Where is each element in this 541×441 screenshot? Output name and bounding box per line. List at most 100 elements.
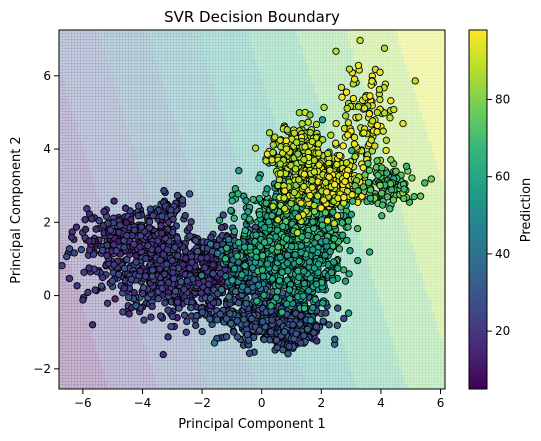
surface-cell [128,159,131,162]
surface-cell [86,150,89,153]
surface-cell [65,339,68,342]
surface-cell [161,96,164,99]
surface-cell [179,117,182,120]
surface-cell [131,381,134,384]
surface-cell [86,168,89,171]
surface-cell [86,78,89,81]
surface-cell [74,69,77,72]
surface-cell [77,306,80,309]
surface-cell [116,180,119,183]
surface-cell [62,120,65,123]
surface-cell [59,333,62,336]
surface-cell [59,297,62,300]
surface-cell [59,312,62,315]
surface-cell [77,183,80,186]
surface-cell [95,210,98,213]
surface-cell [161,99,164,102]
surface-cell [107,72,110,75]
surface-cell [149,384,152,387]
surface-cell [140,51,143,54]
surface-cell [89,159,92,162]
surface-cell [173,348,176,351]
surface-cell [140,183,143,186]
surface-cell [152,66,155,69]
surface-cell [155,321,158,324]
surface-cell [182,168,185,171]
surface-cell [104,150,107,153]
surface-cell [128,147,131,150]
surface-cell [146,141,149,144]
surface-cell [71,339,74,342]
surface-cell [104,159,107,162]
surface-cell [80,375,83,378]
surface-cell [95,261,98,264]
surface-cell [98,69,101,72]
surface-cell [74,339,77,342]
surface-cell [62,186,65,189]
surface-cell [119,315,122,318]
surface-cell [80,141,83,144]
surface-cell [137,321,140,324]
surface-cell [80,201,83,204]
surface-cell [65,126,68,129]
surface-cell [128,168,131,171]
surface-cell [95,84,98,87]
surface-cell [146,75,149,78]
surface-cell [83,102,86,105]
surface-cell [86,156,89,159]
surface-cell [98,111,101,114]
surface-cell [125,183,128,186]
surface-cell [62,348,65,351]
surface-cell [101,87,104,90]
surface-cell [128,48,131,51]
surface-cell [143,51,146,54]
surface-cell [113,159,116,162]
surface-cell [71,87,74,90]
surface-cell [152,81,155,84]
surface-cell [98,174,101,177]
surface-cell [176,99,179,102]
surface-cell [137,147,140,150]
surface-cell [116,381,119,384]
surface-cell [89,183,92,186]
surface-cell [116,345,119,348]
surface-cell [122,327,125,330]
surface-cell [92,132,95,135]
surface-cell [95,36,98,39]
surface-cell [113,171,116,174]
surface-cell [86,321,89,324]
surface-cell [80,291,83,294]
surface-cell [86,360,89,363]
surface-cell [137,78,140,81]
surface-cell [98,315,101,318]
surface-cell [158,90,161,93]
surface-cell [182,51,185,54]
surface-cell [83,363,86,366]
surface-cell [65,222,68,225]
surface-cell [155,348,158,351]
surface-cell [119,57,122,60]
surface-cell [179,165,182,168]
surface-cell [140,48,143,51]
surface-cell [143,312,146,315]
surface-cell [173,363,176,366]
surface-cell [104,75,107,78]
surface-cell [173,354,176,357]
surface-cell [107,138,110,141]
surface-cell [116,369,119,372]
surface-cell [68,207,71,210]
surface-cell [65,375,68,378]
surface-cell [65,120,68,123]
surface-cell [89,168,92,171]
surface-cell [164,54,167,57]
surface-cell [110,48,113,51]
surface-cell [89,336,92,339]
surface-cell [59,285,62,288]
surface-cell [74,357,77,360]
surface-cell [131,96,134,99]
surface-cell [167,75,170,78]
surface-cell [137,48,140,51]
surface-cell [107,327,110,330]
surface-cell [155,105,158,108]
surface-cell [140,102,143,105]
